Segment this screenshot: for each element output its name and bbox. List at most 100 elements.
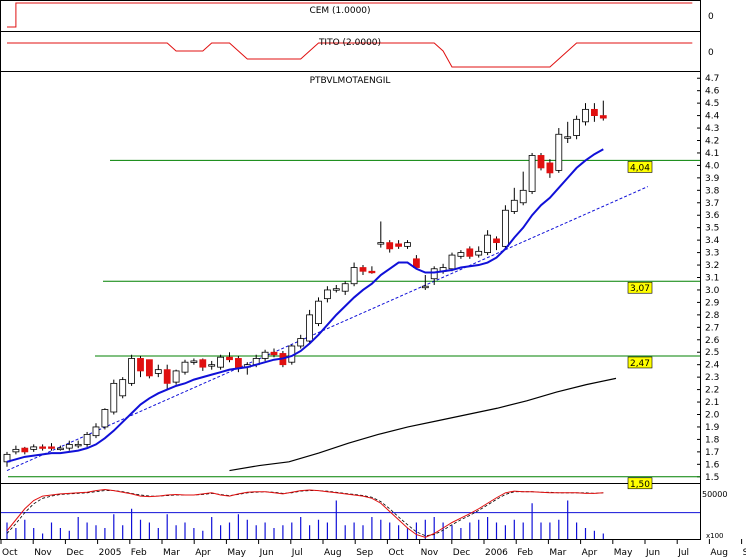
candle-up: [74, 443, 82, 447]
candle-down: [163, 369, 171, 384]
support-label-box: [627, 281, 653, 294]
candle-up: [92, 426, 100, 437]
candle-down: [395, 243, 403, 247]
candle-up: [404, 242, 411, 247]
support-label-box: [627, 477, 653, 490]
x-tick-label: Dec: [66, 548, 83, 557]
candle-down: [493, 238, 500, 244]
candle-up: [154, 369, 162, 374]
volume-tick-labels: 50000 x100: [702, 490, 727, 540]
candle-up: [315, 300, 322, 324]
volume-scale-label: x100: [706, 532, 724, 540]
tito-series: [7, 42, 693, 68]
candle-down: [199, 359, 207, 368]
candle-down: [599, 115, 607, 119]
tito-tick-label: 0: [708, 48, 714, 58]
short-moving-average: [6, 148, 604, 463]
candle-up: [208, 364, 216, 367]
candle-up: [65, 443, 73, 449]
x-tick-label: Sep: [743, 548, 746, 557]
price-tick-label: 1.7: [705, 448, 719, 458]
support-levels: 4,04 3,07 2,47 1,50: [8, 159, 700, 490]
x-tick-label: 2005: [99, 548, 122, 557]
price-tick-label: 3.1: [705, 274, 719, 284]
support-label-box: [627, 356, 653, 369]
candles: [3, 100, 607, 467]
long-moving-average: [229, 377, 617, 472]
candle-down: [591, 108, 598, 116]
candle-up: [448, 254, 456, 270]
candle-up: [555, 133, 563, 171]
candle-up: [501, 209, 509, 247]
candle-up: [510, 199, 518, 212]
candle-down: [412, 258, 420, 268]
candle-up: [457, 252, 465, 257]
price-tick-label: 2.5: [705, 348, 719, 358]
price-tick-label: 3.4: [705, 236, 720, 246]
price-tick-label: 2.4: [705, 361, 720, 371]
price-tick-label: 2.9: [705, 298, 720, 308]
price-tick-label: 3.5: [705, 224, 719, 234]
x-tick-label: Apr: [582, 548, 598, 557]
candle-up: [83, 434, 91, 445]
price-tick-label: 2.3: [705, 373, 719, 383]
candle-up: [377, 242, 385, 245]
candle-down: [386, 242, 394, 250]
price-tick-label: 3.9: [705, 174, 720, 184]
long-ma-line: [229, 377, 617, 472]
candle-up: [12, 448, 20, 453]
oscillator-line: [6, 488, 604, 538]
price-tick-labels: 1.5 1.6 1.7 1.8 1.9 2.0 2.1 2.2 2.3 2.4 2.5 2.6 2.7 2…: [697, 74, 720, 483]
cem-series: [7, 2, 693, 28]
candle-up: [573, 118, 580, 136]
price-tick-label: 4.7: [705, 74, 719, 84]
price-tick-label: 4.5: [705, 99, 719, 109]
cem-tick-label: 0: [708, 12, 714, 22]
trendline-line: [6, 186, 649, 472]
x-tick-label: Feb: [131, 548, 147, 557]
candle-up: [297, 338, 305, 347]
candle-down: [359, 267, 367, 272]
x-tick-label: Dec: [453, 548, 470, 557]
x-tick-label: Sep: [356, 548, 373, 557]
x-tick-label: Jul: [291, 548, 303, 557]
price-tick-label: 3.7: [705, 199, 719, 209]
volume-panel: [0, 483, 701, 540]
cem-tick-labels: 0: [708, 12, 714, 22]
candle-down: [546, 162, 554, 174]
candle-up: [484, 234, 492, 253]
x-tick-label: Aug: [710, 548, 728, 557]
candle-up: [475, 250, 483, 256]
x-tick-label: Jun: [259, 548, 274, 557]
candle-up: [217, 356, 225, 368]
x-tick-label: Nov: [34, 548, 52, 557]
candle-down: [137, 358, 144, 372]
candle-up: [341, 283, 349, 292]
price-tick-label: 2.8: [705, 311, 720, 321]
candle-up: [190, 360, 198, 363]
support-label-box: [627, 161, 653, 173]
oscillator-signal-line: [6, 490, 604, 537]
x-tick-label: May: [227, 548, 246, 557]
candle-down: [270, 351, 278, 356]
x-tick-label: Jul: [677, 548, 689, 557]
price-tick-label: 3.3: [705, 249, 719, 259]
x-tick-label: 2006: [485, 548, 508, 557]
candle-up: [172, 370, 180, 383]
price-tick-label: 4.0: [705, 161, 720, 171]
price-tick-label: 4.6: [705, 87, 720, 97]
x-tick-label: May: [614, 548, 633, 557]
candle-up: [564, 136, 572, 139]
candle-up: [110, 382, 118, 413]
support-label: 4,04: [630, 163, 650, 173]
candle-down: [466, 248, 474, 257]
x-tick-label: Nov: [421, 548, 439, 557]
price-tick-label: 1.9: [705, 423, 720, 433]
price-tick-label: 2.1: [705, 398, 719, 408]
oscillator-lines: [6, 488, 604, 538]
x-tick-label: Feb: [517, 548, 533, 557]
candle-up: [430, 268, 438, 280]
tito-line: [7, 42, 693, 68]
